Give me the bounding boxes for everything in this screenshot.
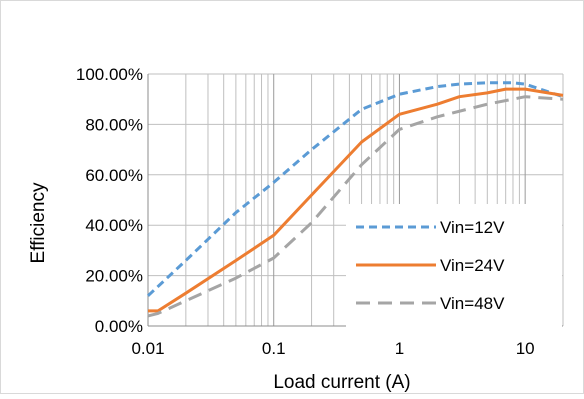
y-axis-title: Efficiency [28, 182, 49, 263]
legend: Vin=12V Vin=24V Vin=48V [346, 204, 562, 328]
series-line-vin-12v [146, 81, 564, 297]
legend-label: Vin=48V [440, 294, 505, 313]
x-tick-label: 10 [516, 339, 535, 358]
y-tick-label: 100.00% [76, 65, 143, 84]
y-tick-label: 40.00% [85, 216, 143, 235]
legend-label: Vin=12V [440, 218, 505, 237]
tick-labels: 0.00% 20.00% 40.00% 60.00% 80.00% 100.00% 0.01… [76, 65, 535, 358]
series-line-vin-48v [147, 95, 564, 318]
y-tick-label: 80.00% [85, 115, 143, 134]
series-layer [146, 81, 564, 318]
x-tick-label: 0.01 [131, 339, 164, 358]
x-tick-label: 0.1 [262, 339, 286, 358]
series-line-vin-24v [148, 87, 564, 313]
y-tick-label: 0.00% [95, 317, 143, 336]
x-axis-title: Load current (A) [273, 372, 410, 393]
x-tick-label: 1 [395, 339, 404, 358]
legend-label: Vin=24V [440, 256, 505, 275]
y-tick-label: 20.00% [85, 267, 143, 286]
y-tick-label: 60.00% [85, 166, 143, 185]
